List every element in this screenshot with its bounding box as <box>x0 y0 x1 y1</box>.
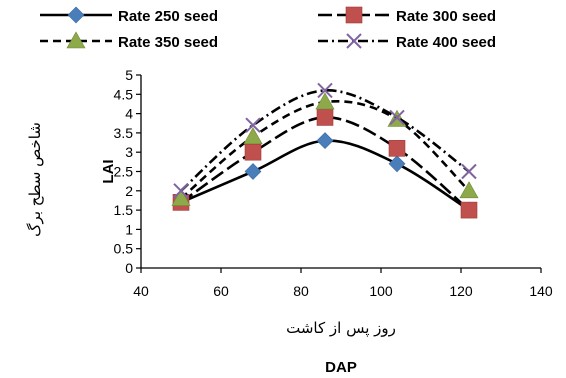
legend-label: Rate 300 seed <box>396 8 496 25</box>
y-tick-label: 1 <box>125 221 133 237</box>
y-tick-label: 0 <box>125 260 133 276</box>
data-point <box>316 132 334 150</box>
y-tick-label: 2 <box>125 183 133 199</box>
y-axis-title-persian: شاخص سطح برگ <box>26 122 44 237</box>
legend-item: Rate 400 seed <box>318 33 496 51</box>
y-tick-label: 1.5 <box>114 202 134 218</box>
x-axis-ticks: 40 60 80 100 120 140 <box>133 268 553 299</box>
x-axis-title-persian: روز پس از کاشت <box>286 319 396 338</box>
data-point <box>315 92 335 110</box>
series-4 <box>173 82 477 199</box>
data-point <box>171 188 191 206</box>
series-2 <box>172 109 478 219</box>
data-point <box>243 127 263 145</box>
data-point <box>244 143 262 161</box>
y-tick-label: 5 <box>125 67 133 83</box>
x-axis-title: DAP <box>325 359 357 376</box>
data-point <box>245 117 261 133</box>
x-tick-label: 100 <box>369 283 393 299</box>
x-tick-label: 60 <box>213 283 229 299</box>
legend-marker <box>67 6 85 24</box>
legend-label: Rate 250 seed <box>118 8 218 25</box>
y-tick-label: 3 <box>125 144 133 160</box>
legend-marker <box>66 31 86 49</box>
legend-item: Rate 250 seed <box>40 6 218 25</box>
series-3 <box>171 92 479 206</box>
data-point <box>460 201 478 219</box>
data-point <box>389 109 405 126</box>
data-point <box>461 163 477 180</box>
series-line <box>180 139 470 212</box>
series-line <box>180 116 470 212</box>
data-point <box>173 183 189 199</box>
x-tick-label: 80 <box>293 283 309 299</box>
legend-item: Rate 300 seed <box>318 6 496 25</box>
data-point <box>317 82 333 99</box>
legend-label: Rate 400 seed <box>396 34 496 51</box>
plot-area: 0 0.5 1 1.5 2 2.5 3 3.5 4 4.5 5 40 60 80 100 120 140 <box>114 67 553 299</box>
data-point <box>388 140 406 157</box>
legend-marker <box>346 33 362 49</box>
y-tick-label: 0.5 <box>114 241 134 257</box>
data-point <box>459 181 479 199</box>
x-tick-label: 40 <box>133 283 149 299</box>
y-tick-label: 4 <box>125 106 133 122</box>
data-point <box>316 109 334 126</box>
series-layer <box>171 82 479 219</box>
y-axis-title: LAI <box>100 159 117 183</box>
legend-marker <box>345 6 363 24</box>
x-tick-label: 120 <box>449 283 473 299</box>
data-point <box>388 155 406 173</box>
y-tick-label: 4.5 <box>114 86 134 102</box>
series-line <box>180 89 470 192</box>
data-point <box>244 163 262 180</box>
x-tick-label: 140 <box>529 283 553 299</box>
legend: Rate 250 seed Rate 300 seed Rate 350 seed R… <box>40 6 496 51</box>
legend-item: Rate 350 seed <box>40 31 218 51</box>
legend-label: Rate 350 seed <box>118 34 218 51</box>
y-tick-label: 2.5 <box>114 164 134 180</box>
y-axis-ticks: 0 0.5 1 1.5 2 2.5 3 3.5 4 4.5 5 <box>114 67 141 276</box>
y-tick-label: 3.5 <box>114 125 134 141</box>
